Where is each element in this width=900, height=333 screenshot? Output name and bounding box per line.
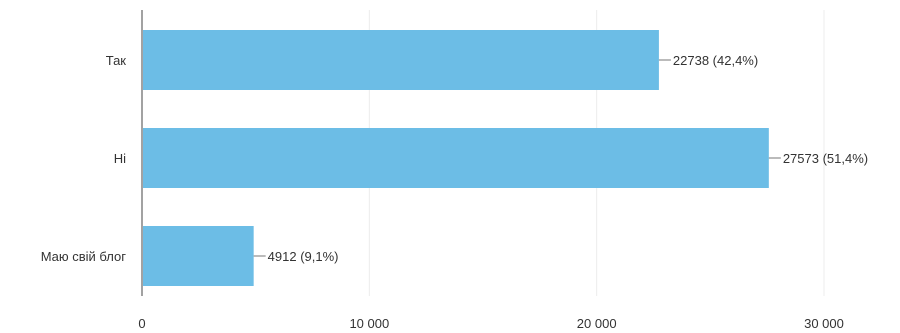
x-tick-label-2: 20 000 <box>577 316 617 331</box>
data-label-0: 22738 (42,4%) <box>673 53 758 68</box>
x-tick-label-3: 30 000 <box>804 316 844 331</box>
data-label-2: 4912 (9,1%) <box>268 249 339 264</box>
data-label-1: 27573 (51,4%) <box>783 151 868 166</box>
category-label-1: Ні <box>114 151 126 166</box>
bar-1 <box>143 128 769 188</box>
axis-layer: 0 10 000 20 000 30 000 <box>138 10 844 331</box>
bar-layer <box>143 30 769 286</box>
x-tick-label-0: 0 <box>138 316 145 331</box>
x-tick-label-1: 10 000 <box>349 316 389 331</box>
label-layer: Так 22738 (42,4%) Ні 27573 (51,4%) Маю свій … <box>41 53 868 264</box>
category-label-0: Так <box>106 53 127 68</box>
bar-2 <box>143 226 254 286</box>
category-label-2: Маю свій блог <box>41 249 127 264</box>
bar-0 <box>143 30 659 90</box>
